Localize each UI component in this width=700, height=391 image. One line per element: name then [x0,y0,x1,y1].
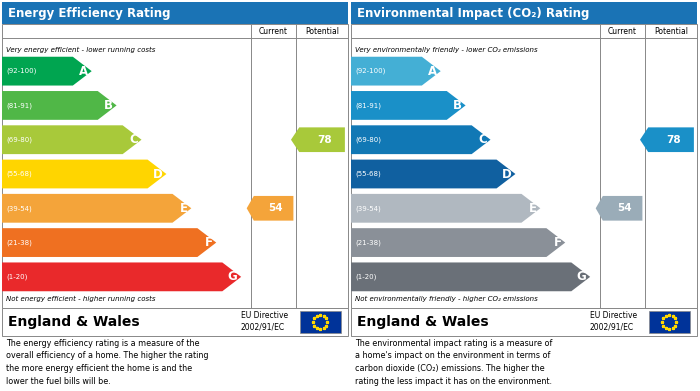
Text: Very energy efficient - lower running costs: Very energy efficient - lower running co… [6,47,155,53]
Text: The environmental impact rating is a measure of
a home's impact on the environme: The environmental impact rating is a mea… [355,339,552,386]
Text: 78: 78 [317,135,332,145]
Text: A: A [79,65,88,78]
Text: E: E [180,202,188,215]
Polygon shape [351,228,565,257]
Polygon shape [246,196,293,221]
Text: Current: Current [259,27,288,36]
Text: (21-38): (21-38) [6,239,32,246]
Bar [351,308,697,336]
Polygon shape [2,262,241,291]
Text: G: G [228,270,237,283]
Text: (55-68): (55-68) [6,171,32,177]
Bar [649,311,690,333]
Bar [2,308,348,336]
Polygon shape [351,57,441,86]
Bar [2,24,348,308]
Text: F: F [204,236,213,249]
Text: Environmental Impact (CO₂) Rating: Environmental Impact (CO₂) Rating [357,7,589,20]
Polygon shape [2,125,141,154]
Polygon shape [351,125,491,154]
Bar [351,24,697,308]
Text: Potential: Potential [654,27,688,36]
Polygon shape [2,91,117,120]
Text: (55-68): (55-68) [355,171,381,177]
Text: The energy efficiency rating is a measure of the
overall efficiency of a home. T: The energy efficiency rating is a measur… [6,339,209,386]
Text: (92-100): (92-100) [355,68,386,74]
Text: B: B [453,99,462,112]
Text: (39-54): (39-54) [355,205,381,212]
Polygon shape [351,160,515,188]
Text: EU Directive
2002/91/EC: EU Directive 2002/91/EC [589,311,637,331]
Text: (69-80): (69-80) [6,136,32,143]
Polygon shape [351,262,590,291]
Polygon shape [2,194,191,223]
Text: E: E [528,202,537,215]
Polygon shape [351,91,466,120]
Text: EU Directive
2002/91/EC: EU Directive 2002/91/EC [241,311,288,331]
Text: Potential: Potential [305,27,339,36]
Text: C: C [478,133,486,146]
Bar [2,2,348,24]
Text: 78: 78 [666,135,680,145]
Text: (39-54): (39-54) [6,205,32,212]
Text: Not energy efficient - higher running costs: Not energy efficient - higher running co… [6,296,155,302]
Bar [351,2,697,24]
Polygon shape [596,196,643,221]
Text: (81-91): (81-91) [6,102,32,109]
Text: England & Wales: England & Wales [8,315,139,329]
Text: B: B [104,99,113,112]
Text: (21-38): (21-38) [355,239,381,246]
Text: (69-80): (69-80) [355,136,381,143]
Bar [300,311,341,333]
Text: D: D [153,167,162,181]
Text: G: G [577,270,587,283]
Text: 54: 54 [617,203,632,213]
Text: 54: 54 [268,203,283,213]
Polygon shape [2,160,167,188]
Text: (92-100): (92-100) [6,68,36,74]
Polygon shape [351,194,540,223]
Text: (1-20): (1-20) [355,274,377,280]
Text: Not environmentally friendly - higher CO₂ emissions: Not environmentally friendly - higher CO… [355,296,538,302]
Polygon shape [291,127,345,152]
Text: Current: Current [608,27,637,36]
Polygon shape [2,57,92,86]
Text: England & Wales: England & Wales [357,315,489,329]
Text: (1-20): (1-20) [6,274,27,280]
Text: (81-91): (81-91) [355,102,381,109]
Polygon shape [640,127,694,152]
Text: Energy Efficiency Rating: Energy Efficiency Rating [8,7,171,20]
Text: F: F [554,236,561,249]
Text: D: D [502,167,512,181]
Polygon shape [2,228,216,257]
Text: Very environmentally friendly - lower CO₂ emissions: Very environmentally friendly - lower CO… [355,47,538,53]
Text: A: A [428,65,437,78]
Text: C: C [129,133,138,146]
